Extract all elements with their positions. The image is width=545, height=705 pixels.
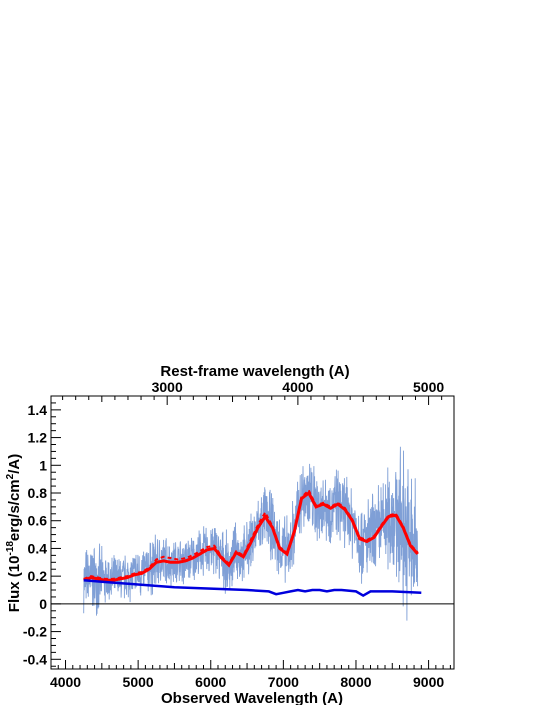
y-tick-label: 0 bbox=[39, 596, 47, 612]
y-tick-label: 0.2 bbox=[28, 568, 48, 584]
y-tick-label: 1.2 bbox=[28, 430, 48, 446]
y-tick-label: 0.8 bbox=[28, 485, 48, 501]
y-axis-title: Flux (10-18erg/s/cm2/A) bbox=[5, 454, 23, 612]
x-tick-label: 7000 bbox=[268, 674, 299, 690]
x-tick-label: 8000 bbox=[340, 674, 371, 690]
y-tick-label: -0.4 bbox=[23, 651, 47, 667]
x-tick-label: 6000 bbox=[195, 674, 226, 690]
x-tick-label: 4000 bbox=[50, 674, 81, 690]
continuum-line bbox=[83, 579, 422, 598]
x-tick-label: 9000 bbox=[413, 674, 444, 690]
x-tick-label: 5000 bbox=[123, 674, 154, 690]
plot-area bbox=[51, 446, 454, 621]
y-tick-label: 1 bbox=[39, 457, 47, 473]
top-tick-label: 5000 bbox=[413, 379, 444, 395]
plot-frame bbox=[50, 395, 455, 670]
top-axis-title: Rest-frame wavelength (A) bbox=[160, 363, 349, 380]
spectrum-line bbox=[83, 446, 419, 621]
top-tick-label: 4000 bbox=[282, 379, 313, 395]
y-tick-label: 0.4 bbox=[28, 540, 48, 556]
model-solid-line bbox=[83, 490, 419, 582]
top-tick-label: 3000 bbox=[152, 379, 183, 395]
x-axis-title: Observed Wavelength (A) bbox=[161, 690, 343, 705]
x-axis: 4000 5000 6000 7000 8000 9000 bbox=[50, 660, 451, 690]
y-tick-label: 1.4 bbox=[28, 402, 48, 418]
y-tick-label: -0.2 bbox=[23, 624, 47, 640]
top-x-axis: 3000 4000 5000 bbox=[62, 379, 444, 405]
y-tick-label: 0.6 bbox=[28, 513, 48, 529]
y-axis: -0.4 -0.2 0 0.2 0.4 0.6 0.8 1 1.2 1.4 bbox=[23, 402, 61, 667]
